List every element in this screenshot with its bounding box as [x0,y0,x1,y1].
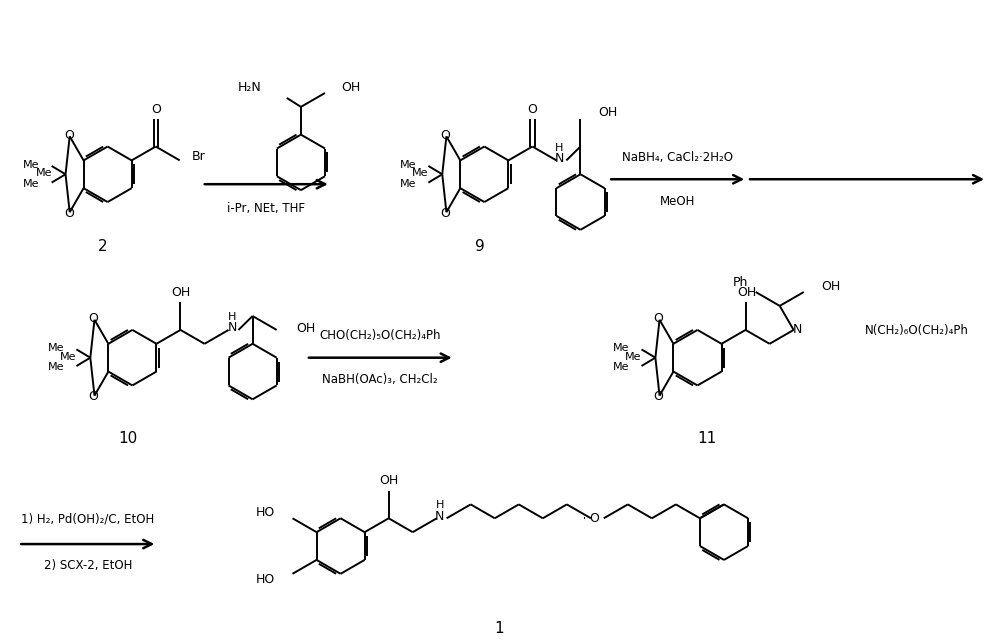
Text: 1) H₂, Pd(OH)₂/C, EtOH: 1) H₂, Pd(OH)₂/C, EtOH [21,512,154,526]
Text: HO: HO [255,574,275,586]
Text: O: O [589,512,599,525]
Text: Me: Me [613,362,630,372]
Text: 2) SCX-2, EtOH: 2) SCX-2, EtOH [44,559,132,572]
Text: N: N [555,152,564,165]
Text: 10: 10 [118,431,137,446]
Text: O: O [440,129,450,142]
Text: O: O [64,206,74,220]
Text: 1: 1 [494,621,504,636]
Text: Me: Me [412,168,429,178]
Text: Ph: Ph [732,276,748,289]
Text: Me: Me [60,352,77,362]
Text: i-Pr, NEt, THF: i-Pr, NEt, THF [227,203,305,215]
Text: O: O [89,390,98,403]
Text: OH: OH [379,474,398,487]
Text: NaBH(OAc)₃, CH₂Cl₂: NaBH(OAc)₃, CH₂Cl₂ [322,373,438,386]
Text: O: O [64,129,74,142]
Text: Me: Me [625,352,642,362]
Text: Me: Me [48,343,65,354]
Text: N: N [793,323,802,336]
Text: O: O [89,312,98,325]
Text: OH: OH [171,285,190,299]
Text: 2: 2 [98,239,107,254]
Text: OH: OH [341,80,360,93]
Text: Me: Me [23,160,40,170]
Text: H: H [436,500,444,511]
Text: 9: 9 [475,239,484,254]
Text: NaBH₄, CaCl₂·2H₂O: NaBH₄, CaCl₂·2H₂O [622,151,733,164]
Text: H₂N: H₂N [237,80,261,93]
Text: Me: Me [400,160,416,170]
Text: H: H [228,312,237,322]
Text: O: O [527,104,537,116]
Text: N: N [435,510,444,523]
Text: OH: OH [296,322,316,336]
Text: Me: Me [35,168,52,178]
Text: O: O [654,312,664,325]
Text: 11: 11 [698,431,717,446]
Text: O: O [654,390,664,403]
Text: Br: Br [192,150,205,163]
Text: HO: HO [255,506,275,519]
Text: Me: Me [48,362,65,372]
Text: O: O [151,104,161,116]
Text: OH: OH [598,106,618,120]
Text: O: O [440,206,450,220]
Text: Me: Me [23,179,40,188]
Text: Me: Me [400,179,416,188]
Text: CHO(CH₂)₅O(CH₂)₄Ph: CHO(CH₂)₅O(CH₂)₄Ph [319,329,441,342]
Text: OH: OH [737,285,756,299]
Text: H: H [555,143,564,152]
Text: N: N [228,322,237,334]
Text: MeOH: MeOH [660,195,695,208]
Text: N(CH₂)₆O(CH₂)₄Ph: N(CH₂)₆O(CH₂)₄Ph [865,325,969,338]
Text: Me: Me [613,343,630,354]
Text: OH: OH [822,280,841,293]
